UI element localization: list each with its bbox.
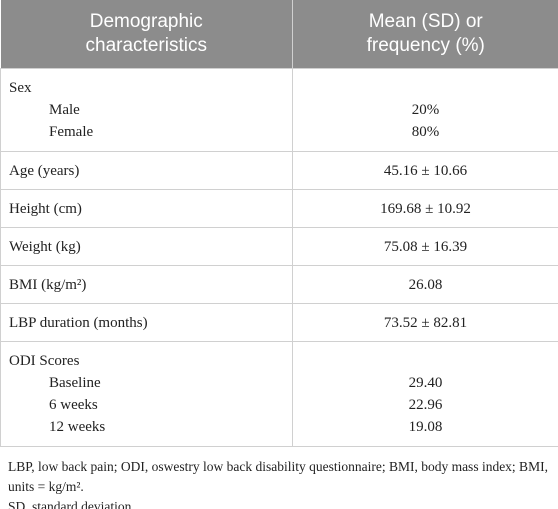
- value-cell: 20% 80%: [292, 68, 558, 152]
- row-label: Weight (kg): [9, 238, 81, 255]
- row-value: 45.16 ± 10.66: [383, 162, 468, 179]
- spacer: [301, 77, 550, 99]
- demographics-table: Demographic characteristics Mean (SD) or…: [0, 0, 558, 447]
- table-row: Height (cm) 169.68 ± 10.92: [0, 189, 558, 228]
- sub-value: 19.08: [408, 419, 443, 435]
- value-cell: 45.16 ± 10.66: [292, 151, 558, 190]
- label-cell: Sex Male Female: [0, 68, 293, 152]
- sub-value: 29.40: [408, 375, 443, 391]
- value-cell: 26.08: [292, 265, 558, 304]
- sub-value: 20%: [411, 102, 440, 118]
- sub-value: 80%: [411, 124, 440, 140]
- label-cell: Height (cm): [0, 189, 293, 228]
- label-cell: Age (years): [0, 151, 293, 190]
- value-cell: 75.08 ± 16.39: [292, 227, 558, 266]
- header-text: Mean (SD) or frequency (%): [366, 11, 485, 56]
- value-cell: 29.40 22.96 19.08: [292, 341, 558, 447]
- row-label: Age (years): [9, 162, 80, 179]
- footnote: LBP, low back pain; ODI, oswestry low ba…: [8, 459, 548, 494]
- table-row: Weight (kg) 75.08 ± 16.39: [0, 227, 558, 266]
- footnote: SD, standard deviation.: [8, 499, 135, 509]
- label-cell: Weight (kg): [0, 227, 293, 266]
- table-row: LBP duration (months) 73.52 ± 82.81: [0, 303, 558, 342]
- sub-label: 6 weeks: [49, 397, 98, 413]
- header-cell: Mean (SD) or frequency (%): [292, 0, 558, 69]
- group-label: ODI Scores: [9, 353, 80, 369]
- table-row: Age (years) 45.16 ± 10.66: [0, 151, 558, 190]
- footnotes: LBP, low back pain; ODI, oswestry low ba…: [0, 447, 558, 509]
- header-cell: Demographic characteristics: [0, 0, 293, 69]
- row-label: BMI (kg/m²): [9, 276, 87, 293]
- row-value: 75.08 ± 16.39: [383, 238, 468, 255]
- label-cell: ODI Scores Baseline 6 weeks 12 weeks: [0, 341, 293, 447]
- label-cell: LBP duration (months): [0, 303, 293, 342]
- sub-label: Baseline: [49, 375, 101, 391]
- table-body: Sex Male Female 20% 80% Age (years) 45.16 ± 10…: [0, 68, 558, 447]
- sub-label: Female: [49, 124, 94, 140]
- spacer: [301, 350, 550, 372]
- row-value: 169.68 ± 10.92: [380, 200, 471, 217]
- sub-label: Male: [49, 102, 80, 118]
- header-row: Demographic characteristics Mean (SD) or…: [0, 0, 558, 69]
- value-cell: 169.68 ± 10.92: [292, 189, 558, 228]
- table-row: ODI Scores Baseline 6 weeks 12 weeks 29.40 22…: [0, 341, 558, 447]
- value-cell: 73.52 ± 82.81: [292, 303, 558, 342]
- header-text: Demographic characteristics: [85, 11, 207, 56]
- label-cell: BMI (kg/m²): [0, 265, 293, 304]
- row-value: 26.08: [408, 276, 443, 293]
- sub-value: 22.96: [408, 397, 443, 413]
- sub-label: 12 weeks: [49, 419, 106, 435]
- table-row: BMI (kg/m²) 26.08: [0, 265, 558, 304]
- row-label: LBP duration (months): [9, 314, 148, 331]
- group-label: Sex: [9, 80, 32, 96]
- table-row: Sex Male Female 20% 80%: [0, 68, 558, 152]
- row-label: Height (cm): [9, 200, 82, 217]
- row-value: 73.52 ± 82.81: [383, 314, 468, 331]
